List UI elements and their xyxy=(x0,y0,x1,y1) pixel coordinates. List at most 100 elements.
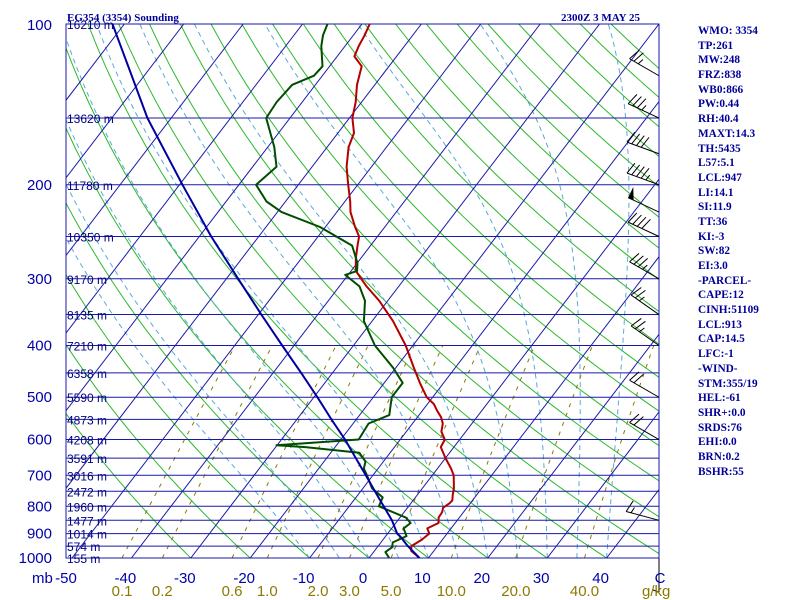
pressure-tick-label: 500 xyxy=(27,389,52,406)
sounding-index: MAXT:14.3 xyxy=(698,127,756,140)
station-title: EG354 (3354) Sounding xyxy=(67,12,179,24)
mixing-ratio-tick-label: 3.0 xyxy=(339,583,360,600)
pressure-tick-label: 1000 xyxy=(19,550,52,567)
sounding-index: WMO: 3354 xyxy=(698,25,758,37)
sounding-index: PW:0.44 xyxy=(698,98,740,111)
temperature-tick-label: -50 xyxy=(55,570,77,587)
isotherm xyxy=(66,24,185,179)
isotherm xyxy=(66,24,244,257)
wind-barb xyxy=(627,94,660,119)
height-label: 1477 m xyxy=(67,514,107,528)
mixing-ratio-tick-label: 2.0 xyxy=(308,583,329,600)
valid-time: 2300Z 3 MAY 25 xyxy=(561,12,640,24)
mixing-ratio-tick-label: 40.0 xyxy=(570,583,599,600)
sounding-index: TH:5435 xyxy=(698,142,741,155)
height-label: 13620 m xyxy=(67,112,114,126)
pressure-tick-label: 700 xyxy=(27,467,52,484)
dewpoint-profile xyxy=(255,24,412,558)
wind-barb xyxy=(652,558,660,593)
pressure-tick-label: 200 xyxy=(27,177,52,194)
temperature-profile xyxy=(345,24,455,558)
sounding-index: SHR+:0.0 xyxy=(698,406,746,419)
isotherm xyxy=(309,100,659,558)
sounding-index: EHI:0.0 xyxy=(698,436,737,449)
sounding-index: CAP:14.5 xyxy=(698,333,745,346)
mixing-ratio-tick-label: 0.6 xyxy=(222,583,243,600)
sounding-index: BRN:0.2 xyxy=(698,450,740,463)
sounding-index: SI:11.9 xyxy=(698,201,732,214)
temperature-tick-label: 40 xyxy=(592,570,609,587)
isotherm xyxy=(66,24,303,334)
temperature-tick-label: 0 xyxy=(359,570,367,587)
sounding-index: WB0:866 xyxy=(698,83,744,96)
sounding-index: CINH:51109 xyxy=(698,304,759,317)
temperature-tick-label: -40 xyxy=(115,570,137,587)
height-label: 3016 m xyxy=(67,469,107,483)
temperature-tick-label: -10 xyxy=(293,570,315,587)
sounding-index: SW:82 xyxy=(698,245,731,258)
pressure-tick-label: 800 xyxy=(27,498,52,515)
wind-barb xyxy=(629,253,660,280)
sounding-index: FRZ:838 xyxy=(698,69,742,82)
sounding-indices-panel: WMO: 3354 TP:261 MW:248 FRZ:838 WB0:866 PW:0.… xyxy=(698,24,798,479)
sounding-index: LCL:947 xyxy=(698,171,742,184)
sounding-index: STM:355/19 xyxy=(698,377,758,390)
isotherm xyxy=(131,24,541,558)
wind-barb xyxy=(625,500,660,521)
wind-barb xyxy=(629,413,660,440)
sounding-index: MW:248 xyxy=(698,54,741,67)
height-label: 5590 m xyxy=(67,391,107,405)
wind-barb xyxy=(626,162,660,186)
mixing-ratio-unit-label: g/kg xyxy=(642,583,670,600)
pressure-tick-label: 600 xyxy=(27,432,52,449)
sounding-index: BSHR:55 xyxy=(698,465,744,478)
pressure-unit-label: mb xyxy=(32,570,53,587)
isotherm xyxy=(190,24,600,558)
temperature-tick-label: 20 xyxy=(473,570,490,587)
sounding-index: -PARCEL- xyxy=(698,274,752,287)
temperature-tick-label: 10 xyxy=(414,570,431,587)
sounding-index: EI:3.0 xyxy=(698,260,728,272)
isotherm xyxy=(368,178,659,558)
sounding-index: CAPE:12 xyxy=(698,289,744,302)
isotherm xyxy=(487,333,659,558)
height-label: 11780 m xyxy=(67,179,113,193)
height-label: 16210 m xyxy=(67,18,114,32)
sounding-index: -WIND- xyxy=(698,362,738,375)
temperature-tick-label: -20 xyxy=(233,570,255,587)
wind-barb xyxy=(626,131,660,155)
sounding-index: TT:36 xyxy=(698,215,728,228)
height-label: 9170 m xyxy=(67,273,107,287)
sounding-index: TP:261 xyxy=(698,39,734,52)
temperature-tick-label: -30 xyxy=(174,570,196,587)
mixing-ratio-tick-label: 10.0 xyxy=(437,583,466,600)
wind-barb xyxy=(627,186,660,213)
height-label: 2472 m xyxy=(67,485,107,499)
sounding-index: SRDS:76 xyxy=(698,421,742,434)
isotherm xyxy=(249,24,659,558)
height-label: 4208 m xyxy=(67,434,107,448)
isotherm xyxy=(428,255,659,558)
height-label: 6358 m xyxy=(67,367,107,381)
sounding-index: RH:40.4 xyxy=(698,113,739,126)
isotherm xyxy=(66,24,363,412)
sounding-index: KI:-3 xyxy=(698,230,725,243)
mixing-ratio-tick-label: 0.2 xyxy=(152,583,173,600)
mixing-ratio-tick-label: 1.0 xyxy=(257,583,278,600)
height-label: 1960 m xyxy=(67,500,107,514)
pressure-tick-label: 400 xyxy=(27,338,52,355)
plot-frame xyxy=(65,23,660,559)
isotherm xyxy=(71,24,482,558)
mixing-ratio-tick-label: 5.0 xyxy=(381,583,402,600)
mixing-ratio-tick-label: 0.1 xyxy=(112,583,133,600)
temperature-tick-label: 30 xyxy=(533,570,550,587)
pressure-tick-label: 300 xyxy=(27,271,52,288)
height-label: 8135 m xyxy=(67,309,107,323)
height-label: 10350 m xyxy=(67,230,114,244)
sounding-index: L57:5.1 xyxy=(698,157,735,170)
sounding-index: LI:14.1 xyxy=(698,186,734,199)
height-label: 155 m xyxy=(67,552,100,566)
wind-barb xyxy=(629,49,660,77)
mixing-ratio-tick-label: 20.0 xyxy=(501,583,530,600)
parcel-profile xyxy=(111,24,421,558)
